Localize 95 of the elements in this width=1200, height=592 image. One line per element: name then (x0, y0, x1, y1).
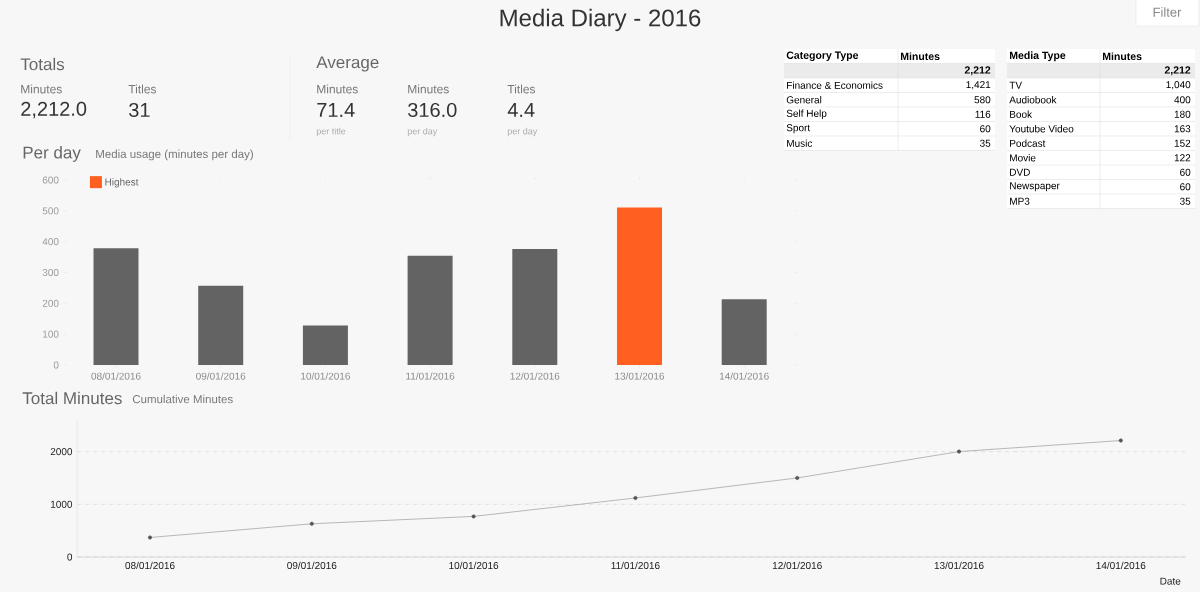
category-label: Podcast (1010, 139, 1046, 147)
x-tick-label: 11/01/2016 (611, 561, 660, 570)
category-label: Book (1010, 110, 1033, 118)
y-tick-label: 1000 (51, 500, 73, 508)
data-label: 1,040 (1166, 81, 1191, 90)
category-label: Finance & Economics (787, 81, 883, 89)
x-tick-label: 13/01/2016 (615, 372, 665, 380)
text: Titles (507, 84, 536, 94)
y-tick-label: 600 (42, 176, 59, 184)
point (148, 535, 153, 540)
text: Minutes (21, 84, 62, 94)
point (633, 495, 638, 500)
x-tick-label: 08/01/2016 (91, 372, 141, 380)
category-label: Movie (1010, 154, 1036, 162)
bar (198, 285, 244, 365)
bar (512, 249, 558, 365)
text: Media Type (1009, 51, 1066, 62)
data-label: 60 (1180, 168, 1191, 176)
bar (93, 248, 139, 365)
text: Titles (128, 84, 157, 94)
data-label: 1,421 (966, 81, 991, 90)
chart-title: Total Minutes (22, 391, 122, 405)
text: Media Diary - 2016 (500, 8, 701, 32)
chart-title: Per day (23, 146, 81, 162)
x-tick-label: 10/01/2016 (449, 561, 499, 570)
text: Minutes (900, 52, 940, 61)
text: 2,212 (964, 66, 991, 76)
point (309, 521, 314, 526)
text: Minutes (408, 84, 449, 94)
bar (302, 325, 348, 365)
y-tick-label: 200 (42, 299, 59, 307)
data-label: 35 (1179, 197, 1191, 205)
text: 4.4 (507, 103, 535, 117)
chart-subtitle: Media usage (minutes per day) (96, 149, 253, 161)
text: 71.4 (317, 103, 355, 117)
data-label: 580 (974, 96, 991, 104)
text: Minutes (317, 84, 358, 94)
y-tick-label: 300 (42, 268, 59, 277)
x-tick-label: 12/01/2016 (510, 372, 560, 380)
y-tick-label: 500 (42, 207, 59, 215)
text: Average (316, 56, 379, 72)
x-tick-label: 11/01/2016 (406, 372, 455, 380)
category-label: Youtube Video (1009, 125, 1074, 133)
y-tick-label: 0 (67, 553, 73, 561)
y-tick-label: 400 (42, 238, 59, 246)
x-tick-label: 08/01/2016 (125, 561, 175, 570)
text: 2,212.0 (21, 101, 87, 119)
chart-subtitle: Cumulative Minutes (132, 394, 233, 404)
text: per title (316, 127, 346, 137)
data-label: 163 (1174, 125, 1191, 133)
data-label: 60 (980, 125, 991, 133)
category-label: Newspaper (1010, 182, 1060, 192)
text: 31 (129, 102, 150, 118)
data-label: 400 (1174, 96, 1191, 104)
text: 316.0 (408, 102, 457, 118)
point (957, 449, 962, 454)
text: 2,212 (1164, 66, 1191, 76)
point (471, 514, 476, 519)
point (795, 475, 800, 480)
data-label: 152 (1174, 139, 1191, 147)
data-label: 122 (1174, 154, 1191, 162)
y-tick-label: 2000 (50, 448, 73, 456)
x-tick-label: 12/01/2016 (772, 561, 822, 570)
legend-label: Highest (105, 178, 139, 188)
bar (617, 207, 662, 365)
category-label: General (786, 96, 822, 104)
x-tick-label: 09/01/2016 (196, 372, 246, 380)
category-label: MP3 (1010, 197, 1030, 205)
text: Filter (1153, 7, 1182, 17)
text: Minutes (1102, 52, 1142, 61)
point (1118, 438, 1123, 443)
bar (407, 255, 453, 365)
bar (721, 299, 767, 365)
data-label: 116 (975, 110, 991, 118)
text: Category Type (786, 51, 859, 62)
x-axis-title: Date (1160, 577, 1181, 585)
data-label: 180 (1174, 110, 1191, 118)
text: per day (507, 127, 538, 137)
x-tick-label: 14/01/2016 (719, 372, 769, 380)
category-label: Self Help (786, 109, 827, 119)
category-label: Audiobook (1009, 96, 1057, 104)
x-tick-label: 10/01/2016 (301, 372, 350, 380)
y-tick-label: 0 (53, 361, 59, 369)
text: Totals (20, 57, 65, 71)
text: per day (407, 127, 438, 137)
category-label: TV (1009, 81, 1023, 89)
y-tick-label: 100 (43, 330, 59, 338)
x-tick-label: 13/01/2016 (934, 561, 984, 570)
x-tick-label: 14/01/2016 (1096, 561, 1146, 570)
data-label: 60 (1180, 183, 1191, 191)
category-label: Music (787, 139, 813, 147)
x-tick-label: 09/01/2016 (287, 561, 337, 570)
data-label: 35 (979, 139, 991, 147)
category-label: Sport (786, 124, 811, 134)
category-label: DVD (1010, 168, 1030, 176)
